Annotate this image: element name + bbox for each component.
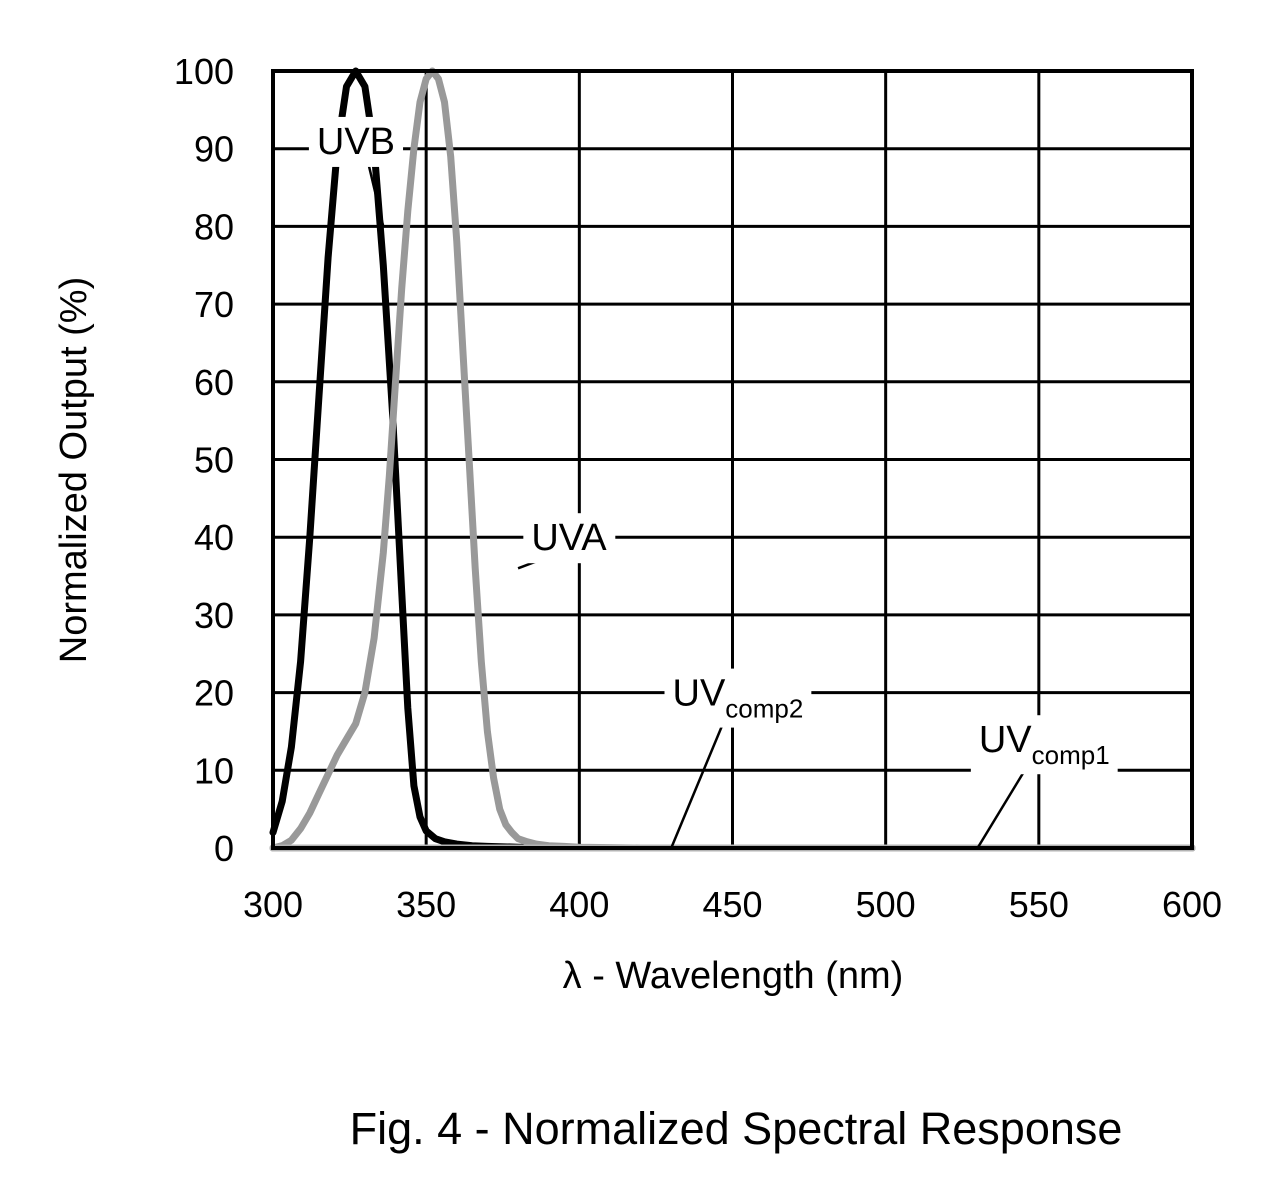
series-label-bg-uva bbox=[523, 513, 616, 564]
y-tick-label-7: 70 bbox=[194, 284, 234, 325]
x-tick-label-5: 550 bbox=[1009, 884, 1069, 925]
series-label-uvcomp1: UVcomp1 bbox=[970, 715, 1118, 775]
label-leaders bbox=[363, 148, 1040, 849]
y-axis-title: Normalized Output (%) bbox=[53, 277, 95, 663]
y-tick-label-5: 50 bbox=[194, 440, 234, 481]
series-label-bg-uvcomp2 bbox=[664, 668, 812, 728]
y-tick-label-3: 30 bbox=[194, 595, 234, 636]
y-axis-ticks: 0 10 20 30 40 50 60 70 80 90 100 bbox=[174, 51, 234, 869]
x-axis-title: λ - Wavelength (nm) bbox=[563, 955, 904, 997]
x-tick-label-3: 450 bbox=[702, 884, 762, 925]
x-axis-ticks: 300 350 400 450 500 550 600 bbox=[243, 884, 1222, 925]
y-tick-label-10: 100 bbox=[174, 51, 234, 92]
series-label-bg-uvcomp1 bbox=[970, 715, 1118, 775]
series-label-uvb: UVB bbox=[308, 116, 404, 167]
y-tick-label-6: 60 bbox=[194, 362, 234, 403]
series-label-text-uvb: UVB bbox=[317, 121, 395, 163]
series-label-uva: UVA bbox=[523, 513, 616, 564]
chart-caption: Fig. 4 - Normalized Spectral Response bbox=[350, 1103, 1123, 1154]
y-tick-label-0: 0 bbox=[214, 828, 234, 869]
x-tick-label-2: 400 bbox=[549, 884, 609, 925]
series-label-text-uvcomp1: UVcomp1 bbox=[979, 719, 1110, 770]
plot-frame bbox=[271, 69, 1194, 850]
series-labels: UVB UVA UVcomp2 UVcomp1 bbox=[308, 116, 1118, 775]
series-label-bg-uvb bbox=[308, 116, 404, 167]
series-label-text-uva: UVA bbox=[531, 517, 607, 559]
y-tick-label-9: 90 bbox=[194, 129, 234, 170]
series-label-uvcomp2: UVcomp2 bbox=[664, 668, 812, 728]
x-tick-label-1: 350 bbox=[396, 884, 456, 925]
series-label-text-uvcomp2: UVcomp2 bbox=[673, 673, 804, 724]
y-tick-label-1: 10 bbox=[194, 750, 234, 791]
y-tick-label-4: 40 bbox=[194, 517, 234, 558]
y-tick-label-8: 80 bbox=[194, 206, 234, 247]
y-tick-label-2: 20 bbox=[194, 673, 234, 714]
x-tick-label-6: 600 bbox=[1162, 884, 1222, 925]
x-tick-label-4: 500 bbox=[856, 884, 916, 925]
x-tick-label-0: 300 bbox=[243, 884, 303, 925]
